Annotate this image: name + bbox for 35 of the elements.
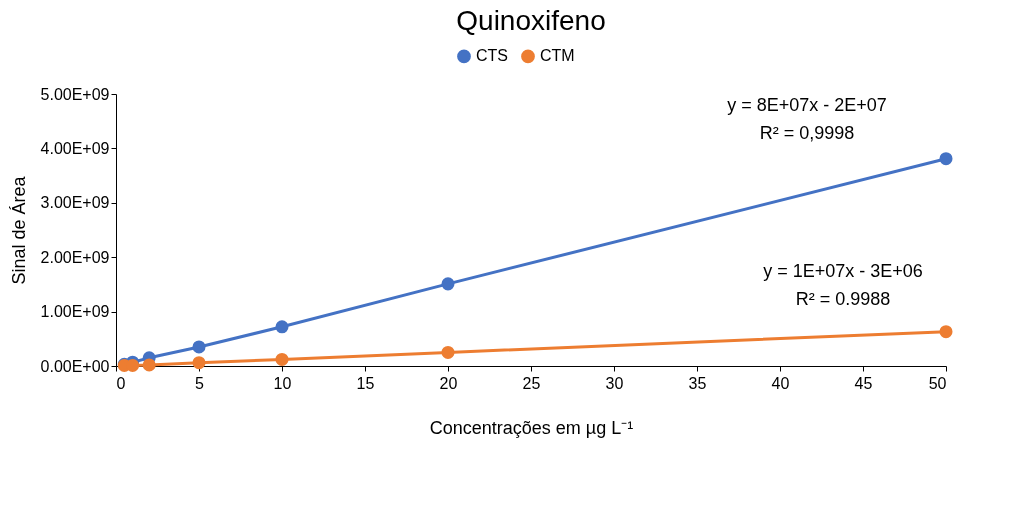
y-tick-label: 5.00E+09 bbox=[40, 85, 110, 103]
x-tick-label: 5 bbox=[195, 374, 205, 392]
legend-label: CTM bbox=[540, 47, 575, 65]
x-tick-label: 40 bbox=[771, 374, 790, 392]
x-axis-title: Concentrações em µg L⁻¹ bbox=[429, 417, 634, 438]
point bbox=[142, 358, 156, 372]
chart-title: Quinoxifeno bbox=[456, 5, 606, 36]
y-tick-label: 3.00E+09 bbox=[40, 194, 110, 212]
point bbox=[441, 345, 455, 359]
annotation: y = 8E+07x - 2E+07 bbox=[727, 95, 887, 115]
x-tick-label: 30 bbox=[605, 374, 624, 392]
x-tick-label: 20 bbox=[439, 374, 458, 392]
point bbox=[939, 325, 953, 339]
x-tick-label: 45 bbox=[854, 374, 873, 392]
x-tick-label: 25 bbox=[522, 374, 541, 392]
x-tick-label: 10 bbox=[273, 374, 292, 392]
annotation: R² = 0,9998 bbox=[759, 123, 855, 143]
y-tick-label: 4.00E+09 bbox=[40, 139, 110, 157]
point bbox=[192, 356, 206, 370]
annotation: R² = 0.9988 bbox=[795, 289, 891, 309]
y-tick-label: 2.00E+09 bbox=[40, 248, 110, 266]
legend-label: CTS bbox=[476, 47, 508, 65]
y-tick-label: 1.00E+09 bbox=[40, 303, 110, 321]
point bbox=[275, 352, 289, 366]
x-tick-label: 15 bbox=[356, 374, 375, 392]
point bbox=[192, 340, 206, 354]
point bbox=[939, 152, 953, 166]
annotation: y = 1E+07x - 3E+06 bbox=[763, 261, 923, 281]
y-axis-title: Sinal de Área bbox=[8, 175, 29, 285]
point bbox=[441, 277, 455, 291]
x-tick-label: 0 bbox=[116, 374, 126, 392]
x-tick-label: 35 bbox=[688, 374, 707, 392]
point bbox=[275, 320, 289, 334]
y-tick-label: 0.00E+00 bbox=[40, 357, 110, 375]
x-tick-label: 50 bbox=[928, 374, 947, 392]
